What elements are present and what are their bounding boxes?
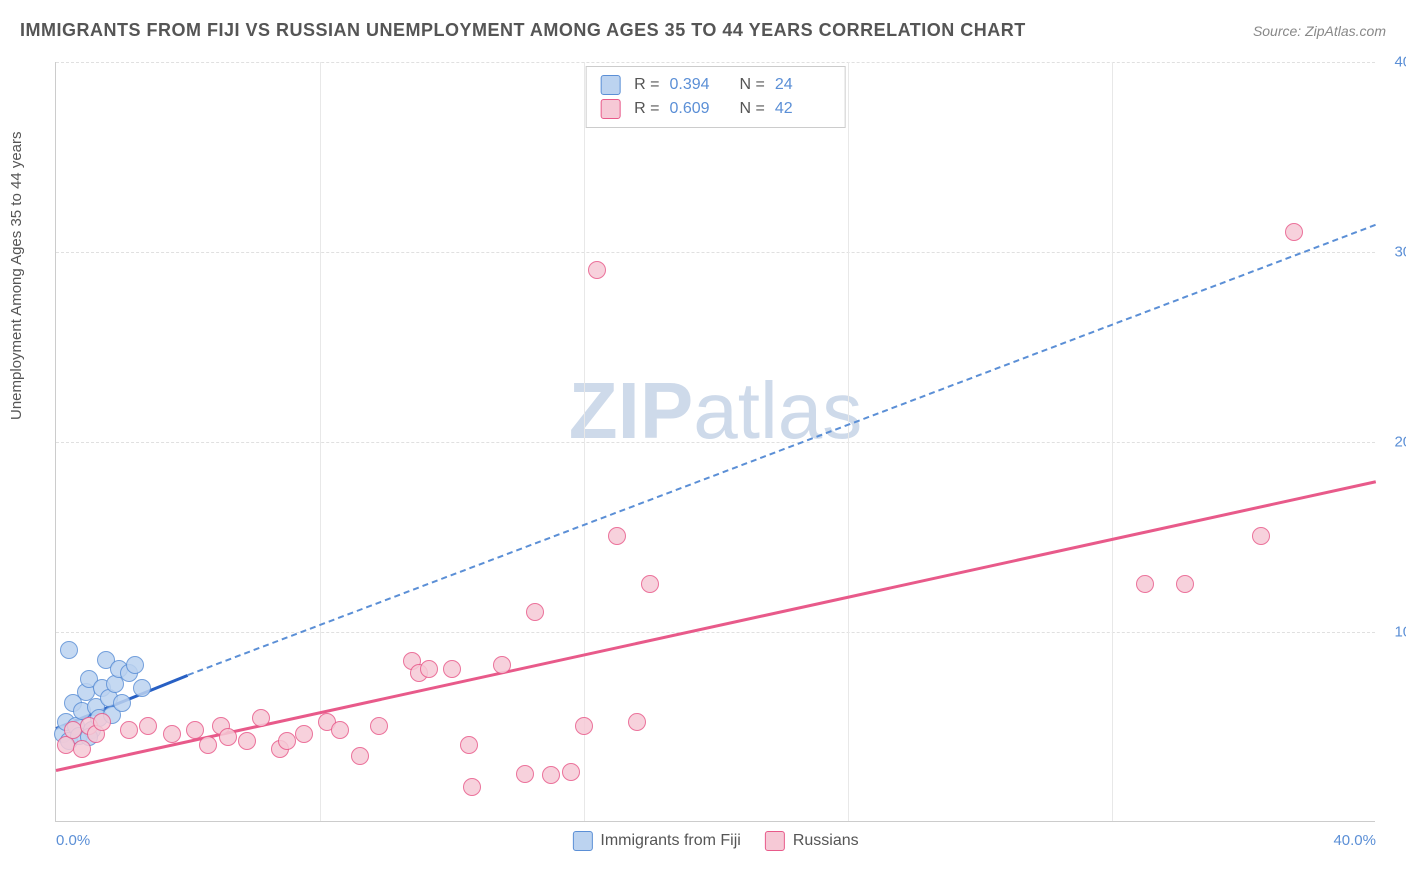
source-label: Source: ZipAtlas.com (1253, 23, 1386, 39)
gridline-h (56, 62, 1375, 63)
data-point (562, 763, 580, 781)
n-value: 42 (775, 100, 831, 118)
data-point (370, 717, 388, 735)
data-point (641, 575, 659, 593)
legend-item: Immigrants from Fiji (572, 831, 740, 851)
r-label: R = (634, 100, 659, 118)
r-label: R = (634, 76, 659, 94)
gridline-h (56, 442, 1375, 443)
y-tick-label: 30.0% (1394, 244, 1406, 261)
y-tick-label: 20.0% (1394, 434, 1406, 451)
data-point (219, 728, 237, 746)
gridline-v (320, 62, 321, 821)
data-point (113, 694, 131, 712)
legend-swatch (572, 831, 592, 851)
y-tick-label: 10.0% (1394, 624, 1406, 641)
series-legend: Immigrants from Fiji Russians (572, 831, 858, 851)
data-point (1136, 575, 1154, 593)
data-point (252, 709, 270, 727)
legend-row: R = 0.394 N = 24 (600, 73, 831, 97)
gridline-h (56, 632, 1375, 633)
data-point (351, 747, 369, 765)
data-point (575, 717, 593, 735)
data-point (278, 732, 296, 750)
data-point (93, 713, 111, 731)
legend-label: Russians (793, 832, 859, 850)
data-point (526, 603, 544, 621)
data-point (199, 736, 217, 754)
data-point (139, 717, 157, 735)
legend-item: Russians (765, 831, 859, 851)
header: IMMIGRANTS FROM FIJI VS RUSSIAN UNEMPLOY… (20, 20, 1386, 41)
data-point (73, 740, 91, 758)
correlation-legend: R = 0.394 N = 24 R = 0.609 N = 42 (585, 66, 846, 128)
data-point (1252, 527, 1270, 545)
data-point (588, 261, 606, 279)
data-point (493, 656, 511, 674)
n-value: 24 (775, 76, 831, 94)
data-point (460, 736, 478, 754)
data-point (608, 527, 626, 545)
chart-title: IMMIGRANTS FROM FIJI VS RUSSIAN UNEMPLOY… (20, 20, 1026, 41)
data-point (238, 732, 256, 750)
legend-label: Immigrants from Fiji (600, 832, 740, 850)
y-tick-label: 40.0% (1394, 54, 1406, 71)
gridline-v (1112, 62, 1113, 821)
data-point (120, 721, 138, 739)
data-point (186, 721, 204, 739)
data-point (1285, 223, 1303, 241)
r-value: 0.609 (670, 100, 726, 118)
trend-line (188, 224, 1377, 676)
r-value: 0.394 (670, 76, 726, 94)
data-point (542, 766, 560, 784)
data-point (628, 713, 646, 731)
data-point (516, 765, 534, 783)
data-point (1176, 575, 1194, 593)
data-point (126, 656, 144, 674)
gridline-v (848, 62, 849, 821)
gridline-v (584, 62, 585, 821)
data-point (64, 721, 82, 739)
legend-row: R = 0.609 N = 42 (600, 97, 831, 121)
legend-swatch (765, 831, 785, 851)
y-axis-label: Unemployment Among Ages 35 to 44 years (8, 131, 25, 420)
data-point (463, 778, 481, 796)
data-point (443, 660, 461, 678)
data-point (133, 679, 151, 697)
legend-swatch (600, 75, 620, 95)
watermark: ZIPatlas (569, 365, 862, 457)
gridline-h (56, 252, 1375, 253)
x-tick-label: 0.0% (56, 832, 90, 849)
legend-swatch (600, 99, 620, 119)
data-point (163, 725, 181, 743)
data-point (60, 641, 78, 659)
chart-area: ZIPatlas R =0.394N =24R =0.609N =42 Immi… (55, 62, 1375, 822)
n-label: N = (740, 100, 765, 118)
data-point (420, 660, 438, 678)
n-label: N = (740, 76, 765, 94)
x-tick-label: 40.0% (1333, 832, 1376, 849)
data-point (331, 721, 349, 739)
trend-line (56, 480, 1377, 772)
data-point (295, 725, 313, 743)
